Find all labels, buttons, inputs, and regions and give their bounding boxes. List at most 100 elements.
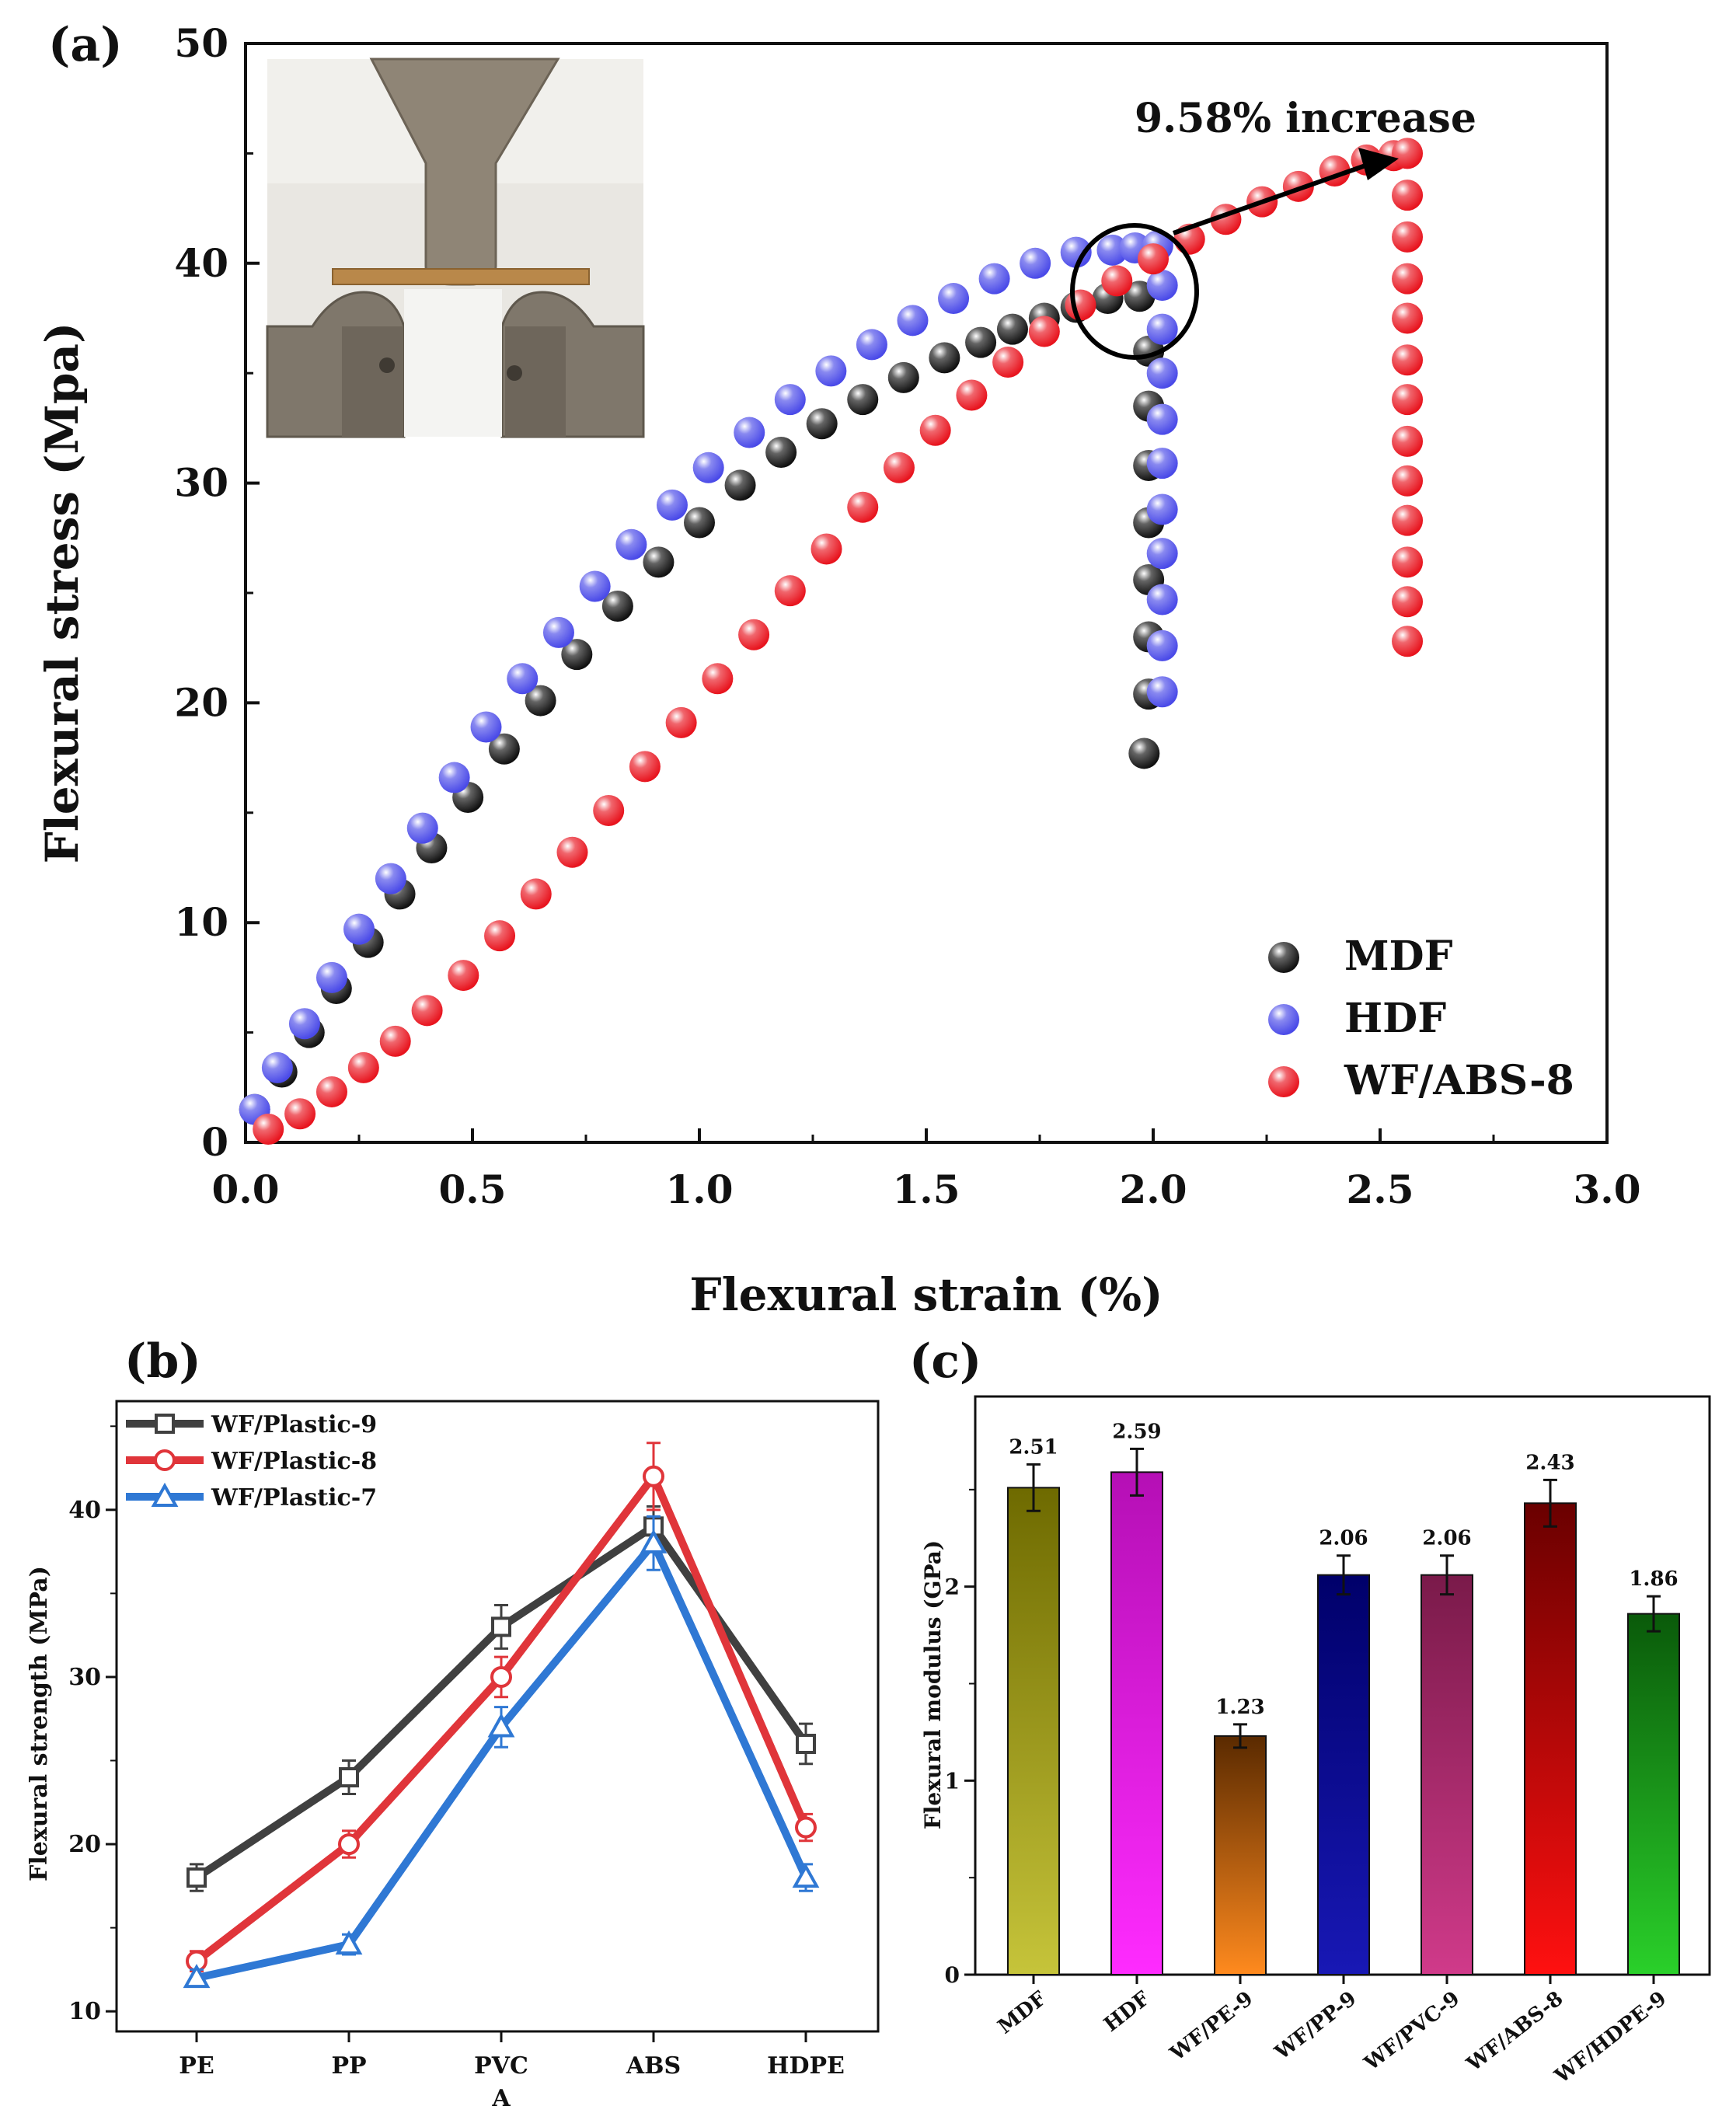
data-point — [996, 313, 1028, 345]
data-point — [919, 414, 951, 446]
panel-b-label: (b) — [124, 1334, 201, 1389]
category-label: HDF — [1100, 1987, 1155, 2037]
data-label: 2.06 — [1319, 1527, 1368, 1550]
data-point — [379, 1025, 411, 1057]
y-tick-label: 0 — [945, 1962, 960, 1988]
data-point — [656, 489, 688, 521]
data-point — [938, 283, 970, 315]
series-wf-abs-8 — [253, 138, 1424, 1145]
data-point — [347, 1051, 379, 1083]
data-point — [1146, 538, 1178, 570]
legend-label-mdf: MDF — [1344, 933, 1453, 980]
data-point — [724, 469, 756, 501]
legend-label-wf-plastic-9: WF/Plastic-9 — [211, 1411, 377, 1438]
data-point — [1392, 302, 1424, 334]
annotation-circle — [1070, 223, 1199, 360]
data-point — [1392, 221, 1424, 253]
bar-wf-pe-9 — [1214, 1735, 1267, 1976]
x-tick-label: 2.5 — [1347, 1166, 1414, 1212]
data-point — [601, 590, 633, 622]
data-label: 1.23 — [1215, 1696, 1264, 1719]
data-point — [315, 961, 347, 993]
data-point — [1146, 448, 1178, 479]
data-point — [343, 913, 375, 945]
data-point — [956, 379, 988, 411]
data-point — [1060, 236, 1092, 268]
data-label: 2.51 — [1009, 1435, 1058, 1459]
data-point — [1138, 243, 1169, 275]
data-label: 1.86 — [1629, 1567, 1678, 1591]
data-point — [338, 1833, 360, 1856]
data-point — [856, 329, 887, 361]
data-point — [640, 1529, 668, 1553]
x-tick-label: 1.0 — [666, 1166, 734, 1212]
data-point — [847, 384, 879, 416]
category-label: HDPE — [767, 2052, 845, 2080]
legend-marker-wf-plastic-9 — [155, 1414, 175, 1434]
data-point — [1392, 263, 1424, 295]
data-point — [796, 1733, 816, 1754]
data-point — [1392, 425, 1424, 457]
data-point — [847, 491, 879, 523]
data-point — [579, 570, 611, 602]
category-label: PVC — [474, 2052, 528, 2080]
panel-a-tick-labels: 0.0 0.5 1.0 1.5 2.0 2.5 3.0 0 10 20 30 40 50 — [174, 20, 1640, 1212]
panel-b-tick-labels: PE PP PVC ABS HDPE 10 20 30 40 — [68, 1497, 845, 2080]
panel-c-ticks — [964, 1488, 1655, 1984]
legend-marker-mdf — [1268, 942, 1299, 973]
data-point — [1146, 270, 1178, 302]
data-point — [561, 639, 593, 671]
data-point — [507, 663, 539, 695]
y-tick-label: 10 — [174, 899, 228, 945]
data-point — [288, 1008, 320, 1040]
data-point — [406, 812, 438, 844]
data-point — [684, 507, 715, 539]
data-point — [525, 685, 556, 717]
data-point — [375, 863, 406, 894]
panel-a-x-axis-label: Flexural strain (%) — [689, 1268, 1163, 1321]
data-point — [542, 616, 574, 648]
data-point — [335, 1930, 363, 1955]
data-point — [556, 836, 588, 868]
y-tick-label: 30 — [68, 1664, 101, 1691]
panel-c: (c) 0 1 2 MDF HDF WF/PE-9 WF/PP-9 WF/PVC-9WF/AB… — [909, 1334, 1711, 2089]
data-point — [692, 452, 724, 483]
data-point — [665, 706, 697, 738]
bar-mdf — [1007, 1487, 1060, 1975]
data-point — [1392, 384, 1424, 416]
data-point — [992, 347, 1024, 378]
legend-label-hdf: HDF — [1344, 995, 1446, 1042]
legend-label-wf-plastic-7: WF/Plastic-7 — [211, 1484, 377, 1512]
data-point — [1392, 586, 1424, 618]
data-point — [1146, 676, 1178, 708]
category-label: PE — [179, 2052, 214, 2080]
annotation-text: 9.58% increase — [1135, 95, 1476, 142]
data-point — [1392, 465, 1424, 497]
data-label: 2.43 — [1525, 1451, 1574, 1474]
data-point — [897, 305, 929, 336]
legend-marker-wf-abs-8 — [1268, 1066, 1299, 1097]
data-point — [484, 920, 516, 952]
panel-c-bars: 2.51 2.59 1.23 2.06 2.06 2.43 1.86 — [1007, 1420, 1680, 1976]
legend-marker-wf-plastic-7 — [151, 1482, 179, 1507]
data-point — [1146, 313, 1178, 345]
data-point — [1146, 357, 1178, 389]
data-point — [470, 711, 502, 743]
series-hdf — [239, 230, 1178, 1125]
data-point — [284, 1098, 316, 1130]
data-point — [261, 1051, 293, 1083]
x-tick-label: 3.0 — [1574, 1166, 1641, 1212]
data-label: 2.06 — [1422, 1527, 1471, 1550]
category-label: WF/HDPE-9 — [1550, 1987, 1672, 2089]
data-label: 2.59 — [1112, 1420, 1161, 1443]
data-point — [643, 1465, 664, 1487]
y-tick-label: 40 — [174, 240, 228, 286]
y-tick-label: 2 — [945, 1574, 960, 1600]
data-point — [315, 1076, 347, 1107]
y-tick-label: 20 — [174, 679, 228, 725]
data-point — [774, 575, 806, 607]
data-point — [1146, 629, 1178, 661]
data-point — [491, 1616, 511, 1637]
category-label: WF/PP-9 — [1271, 1987, 1361, 2065]
